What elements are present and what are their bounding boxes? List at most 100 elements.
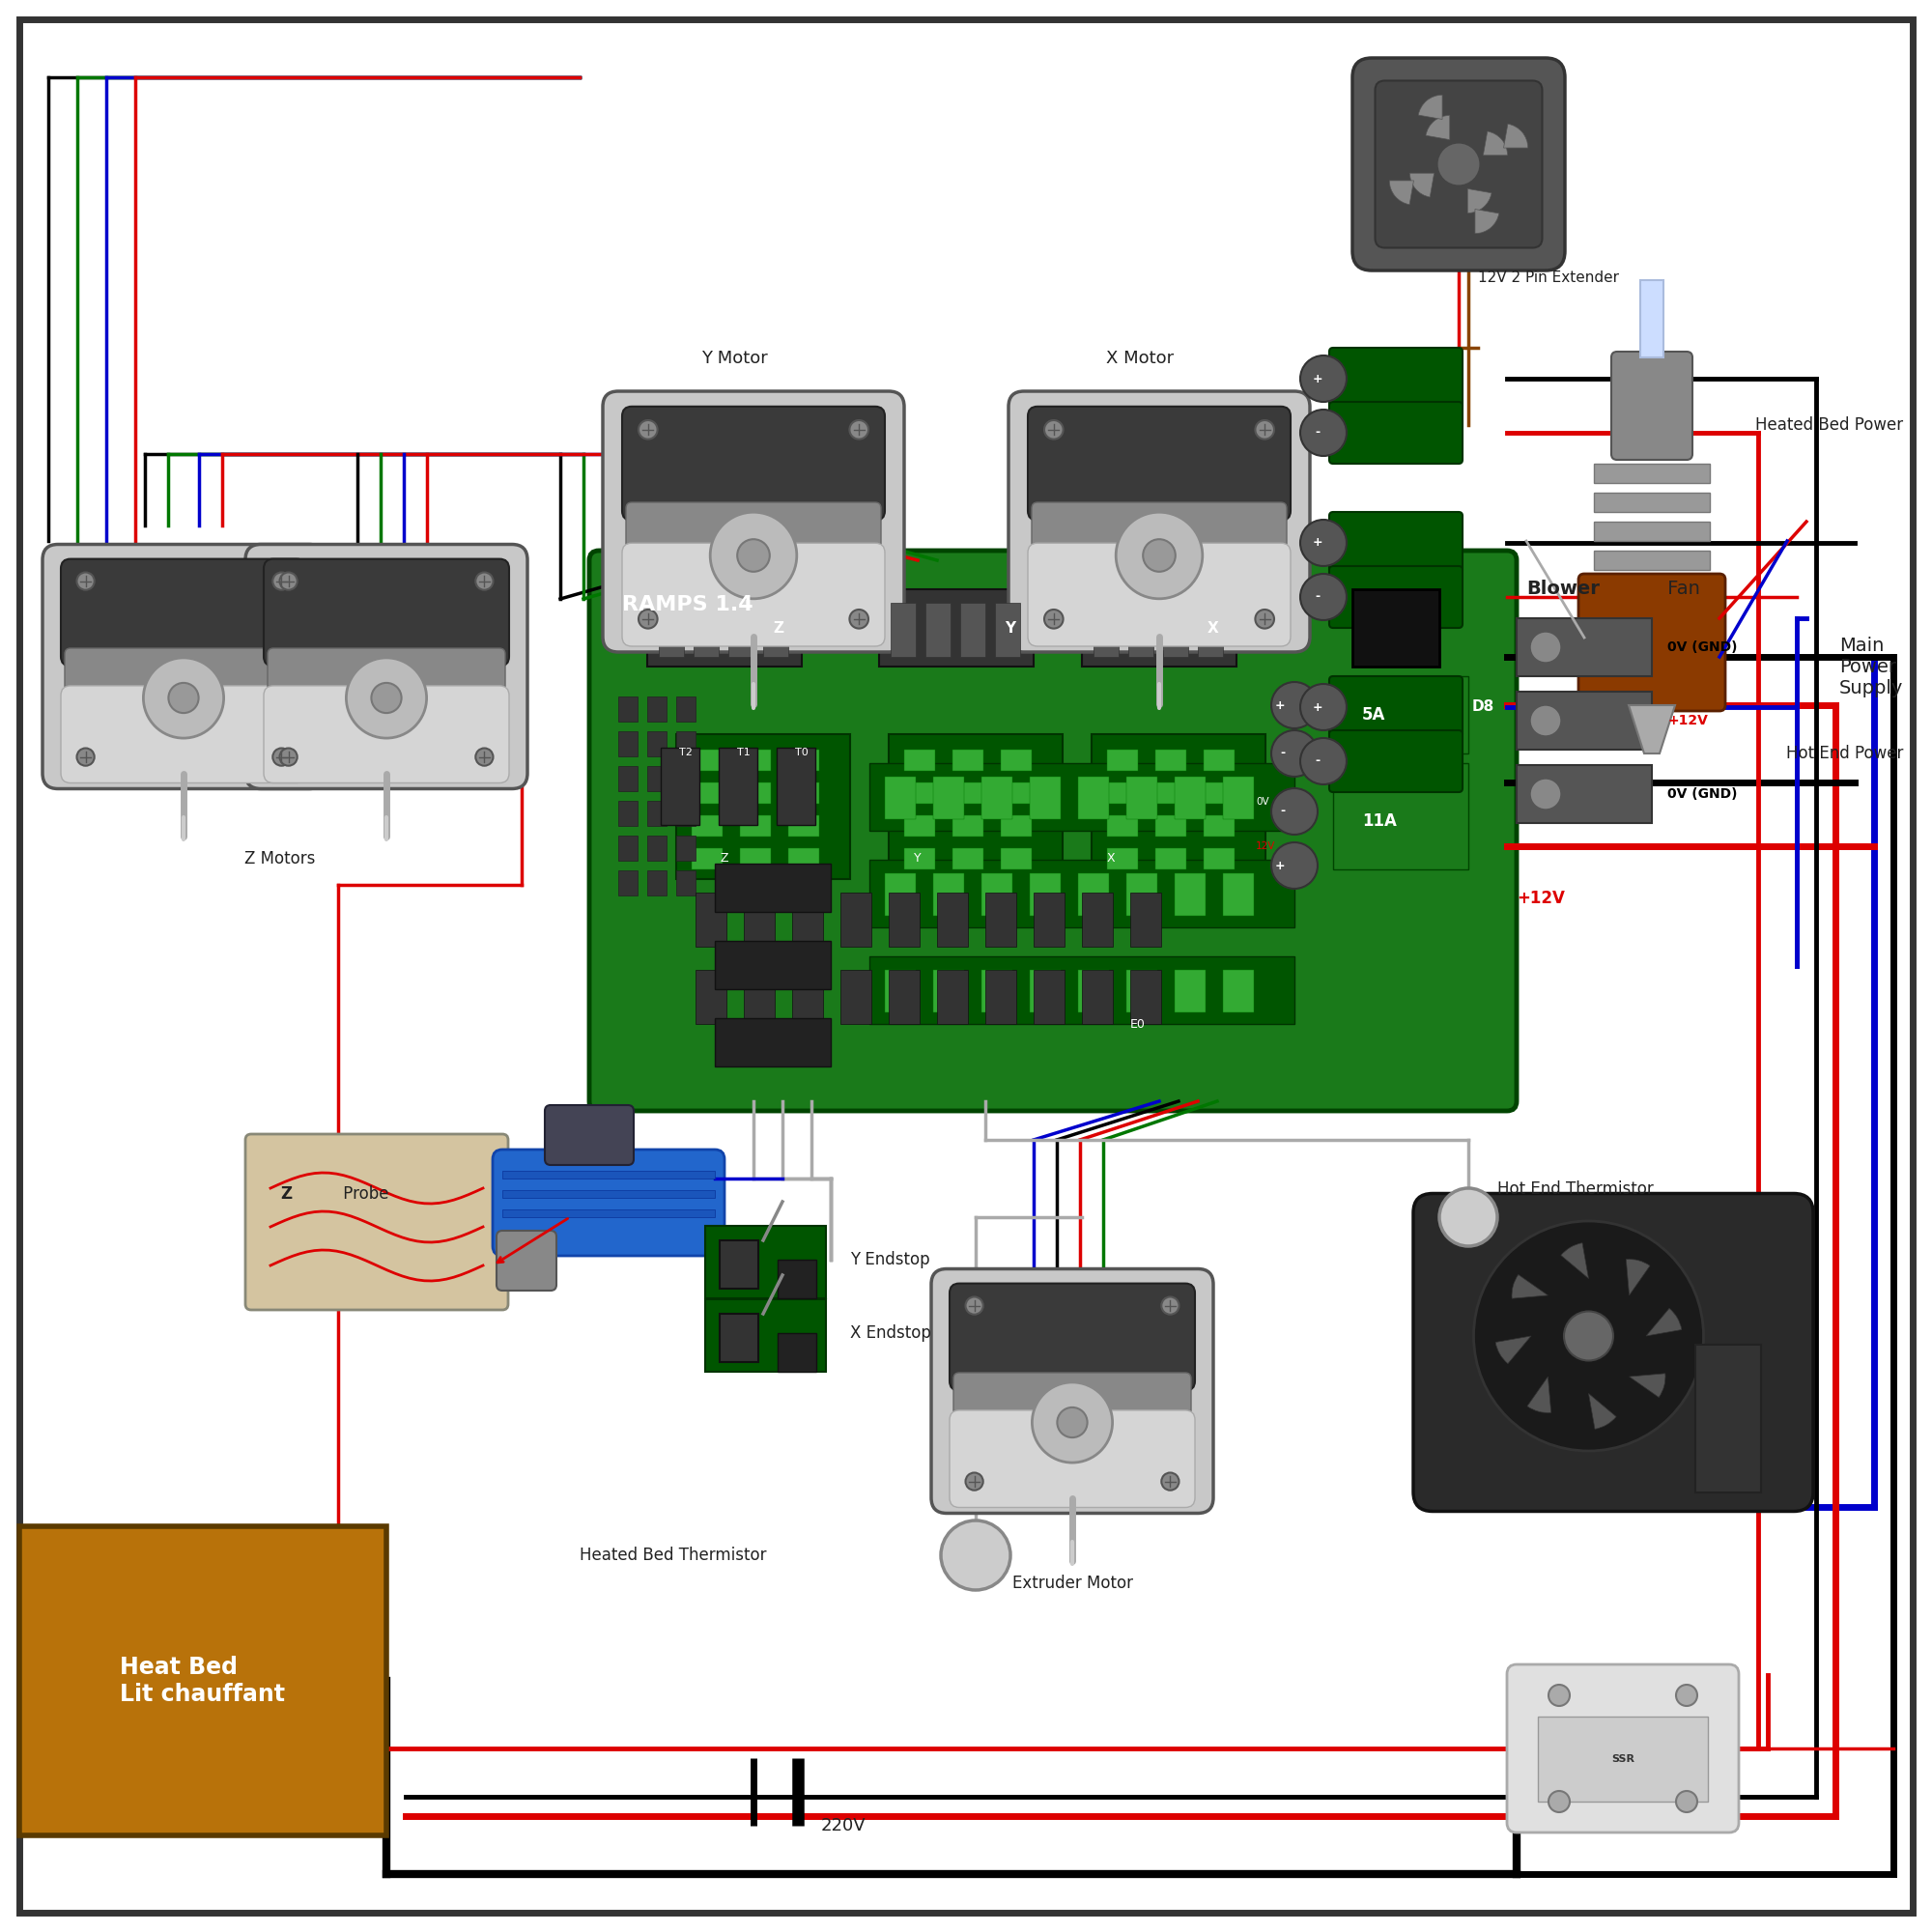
Circle shape (168, 682, 199, 713)
Text: Probe: Probe (338, 1184, 388, 1202)
FancyBboxPatch shape (263, 686, 510, 782)
Circle shape (1300, 738, 1347, 784)
FancyBboxPatch shape (603, 390, 904, 653)
Bar (1082, 893, 1113, 947)
FancyBboxPatch shape (62, 558, 305, 667)
Text: +12V: +12V (1517, 891, 1565, 908)
FancyBboxPatch shape (954, 1372, 1190, 1428)
FancyBboxPatch shape (62, 686, 305, 782)
Bar (740, 815, 771, 837)
Bar (618, 871, 638, 896)
Circle shape (1300, 410, 1347, 456)
FancyBboxPatch shape (1329, 512, 1463, 574)
Bar (1352, 589, 1439, 667)
Bar (1078, 777, 1109, 819)
Wedge shape (1513, 1275, 1548, 1298)
FancyBboxPatch shape (245, 1134, 508, 1310)
Bar (1594, 522, 1710, 541)
Text: +: + (1275, 699, 1285, 711)
Circle shape (346, 657, 427, 738)
Bar (719, 1314, 757, 1362)
Bar (1130, 893, 1161, 947)
Circle shape (77, 572, 95, 589)
Wedge shape (1484, 131, 1507, 155)
Bar (1094, 603, 1119, 657)
Circle shape (1300, 355, 1347, 402)
Circle shape (1256, 611, 1273, 628)
Bar (1107, 782, 1138, 804)
Bar (1001, 782, 1032, 804)
Bar (647, 837, 667, 862)
Text: 0V: 0V (1256, 796, 1269, 808)
Circle shape (1563, 1312, 1613, 1360)
Bar (869, 860, 1294, 927)
Text: D8: D8 (1472, 699, 1495, 715)
FancyBboxPatch shape (1329, 402, 1463, 464)
Text: X Motor: X Motor (1105, 350, 1175, 367)
Bar (744, 970, 775, 1024)
Bar (1517, 765, 1652, 823)
Circle shape (1300, 574, 1347, 620)
Bar (1175, 970, 1206, 1012)
FancyBboxPatch shape (1578, 574, 1725, 711)
Text: Hot End Thermistor: Hot End Thermistor (1497, 1180, 1654, 1198)
FancyBboxPatch shape (64, 647, 301, 703)
Bar (889, 893, 920, 947)
Bar (1107, 815, 1138, 837)
Bar (1594, 493, 1710, 512)
Wedge shape (1503, 124, 1528, 149)
FancyBboxPatch shape (267, 647, 506, 703)
Bar (694, 603, 719, 657)
Bar (788, 750, 819, 771)
Wedge shape (1629, 1374, 1665, 1397)
Bar (618, 767, 638, 792)
FancyBboxPatch shape (1412, 1194, 1812, 1511)
Bar (705, 1225, 827, 1298)
Circle shape (77, 748, 95, 765)
Wedge shape (1627, 1260, 1650, 1294)
Bar (981, 873, 1012, 916)
Text: -: - (1316, 591, 1320, 603)
Bar (1030, 873, 1061, 916)
Bar (937, 970, 968, 1024)
FancyBboxPatch shape (1032, 502, 1287, 560)
Bar (1034, 970, 1065, 1024)
Circle shape (1300, 520, 1347, 566)
Bar (692, 782, 723, 804)
Bar (1223, 777, 1254, 819)
Bar (1204, 848, 1235, 869)
Bar (1333, 676, 1468, 753)
Text: 12V: 12V (1256, 842, 1275, 850)
Bar (933, 777, 964, 819)
FancyBboxPatch shape (1329, 676, 1463, 738)
Text: X Endstop: X Endstop (850, 1325, 931, 1341)
Circle shape (1043, 611, 1063, 628)
Bar (891, 603, 916, 657)
Bar (925, 603, 951, 657)
Bar (840, 893, 871, 947)
Bar (647, 802, 667, 827)
Circle shape (711, 512, 796, 599)
Circle shape (1530, 779, 1561, 810)
Bar (1030, 777, 1061, 819)
FancyBboxPatch shape (1028, 543, 1291, 645)
FancyBboxPatch shape (245, 545, 527, 788)
Text: RAMPS 1.4: RAMPS 1.4 (622, 595, 753, 614)
Wedge shape (1389, 180, 1414, 205)
Bar (715, 864, 831, 912)
Text: 0V (GND): 0V (GND) (1667, 641, 1737, 655)
Bar (952, 848, 983, 869)
Bar (985, 970, 1016, 1024)
Text: Extruder Motor: Extruder Motor (1012, 1575, 1132, 1592)
Bar (1107, 750, 1138, 771)
Bar (1155, 815, 1186, 837)
Circle shape (1161, 1296, 1179, 1314)
Bar (889, 970, 920, 1024)
Bar (1030, 970, 1061, 1012)
Bar (715, 1018, 831, 1066)
FancyBboxPatch shape (545, 1105, 634, 1165)
Circle shape (1439, 1188, 1497, 1246)
Bar (659, 603, 684, 657)
Wedge shape (1418, 95, 1443, 120)
Text: Z: Z (280, 1184, 292, 1202)
